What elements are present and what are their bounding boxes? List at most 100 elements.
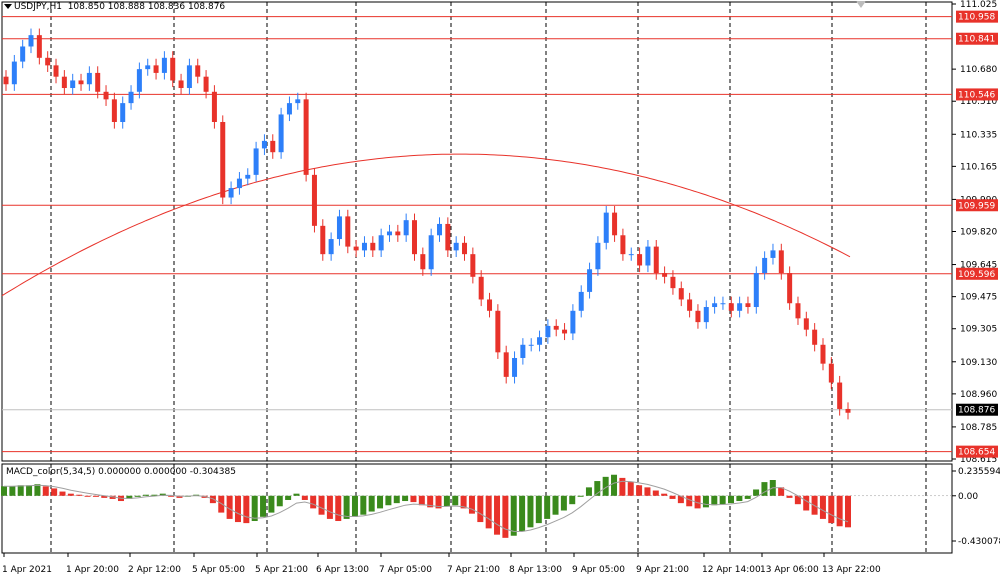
macd-histogram-bar <box>519 495 526 532</box>
bearish-candle <box>653 246 659 274</box>
price-tick-label: 110.335 <box>960 130 997 140</box>
bearish-candle <box>78 80 84 85</box>
macd-histogram-bar <box>168 495 175 497</box>
macd-histogram-bar <box>794 495 801 505</box>
macd-histogram-bar <box>677 495 684 504</box>
macd-histogram-bar <box>510 495 517 536</box>
macd-histogram-bar <box>301 495 308 500</box>
moving-average-line <box>1 153 851 297</box>
bullish-candle <box>512 357 518 377</box>
bearish-candle <box>203 76 209 92</box>
macd-histogram-bar <box>686 495 693 507</box>
macd-histogram-bar <box>577 495 584 497</box>
bearish-candle <box>53 65 59 77</box>
bullish-candle <box>528 344 534 346</box>
level-price-tag <box>956 267 998 280</box>
level-price-tag <box>956 32 998 45</box>
bearish-candle <box>662 273 668 277</box>
bearish-candle <box>695 310 701 323</box>
bearish-candle <box>353 246 359 251</box>
macd-histogram-bar <box>485 495 492 529</box>
bullish-candle <box>545 325 551 338</box>
price-tick-label: 109.645 <box>960 261 997 271</box>
macd-histogram-bar <box>293 493 300 496</box>
macd-histogram-bar <box>109 495 116 499</box>
bearish-candle <box>370 242 376 251</box>
bearish-candle <box>612 212 618 236</box>
bearish-candle <box>303 99 309 175</box>
time-axis-label: 7 Apr 21:00 <box>447 565 500 575</box>
price-tick-label: 111.025 <box>960 0 997 10</box>
ohlc-readout: 108.850 108.888 108.836 108.876 <box>67 2 226 12</box>
macd-signal-line <box>4 480 849 533</box>
bullish-candle <box>578 291 584 311</box>
bearish-candle <box>311 174 317 226</box>
chart-title: USDJPY,H1 108.850 108.888 108.836 108.87… <box>4 2 226 12</box>
price-tick-label: 110.680 <box>960 65 997 75</box>
bullish-candle <box>253 148 259 175</box>
menu-triangle-icon[interactable] <box>4 4 12 9</box>
bearish-candle <box>445 223 451 251</box>
macd-histogram-bar <box>736 495 743 502</box>
macd-histogram-bar <box>460 495 467 509</box>
time-axis-label: 13 Apr 22:00 <box>822 565 881 575</box>
bullish-candle <box>245 174 251 179</box>
bearish-candle <box>828 363 834 383</box>
macd-histogram-bar <box>343 495 350 519</box>
bullish-candle <box>236 178 242 189</box>
bearish-candle <box>778 250 784 274</box>
price-tick-label: 109.305 <box>960 325 997 335</box>
bullish-candle <box>770 250 776 258</box>
bullish-candle <box>136 69 142 92</box>
bearish-candle <box>812 329 818 345</box>
time-axis-label: 9 Apr 05:00 <box>572 565 625 575</box>
bullish-candle <box>295 99 301 104</box>
bearish-candle <box>503 352 509 377</box>
bullish-candle <box>378 235 384 251</box>
level-price-tag <box>956 445 998 458</box>
bearish-candle <box>728 303 734 311</box>
bullish-candle <box>386 231 392 236</box>
macd-histogram-bar <box>326 495 333 519</box>
macd-histogram-bar <box>828 495 835 524</box>
macd-histogram-bar <box>42 486 49 496</box>
macd-histogram-bar <box>594 481 601 496</box>
bullish-candle <box>228 188 234 198</box>
level-price-tag <box>956 88 998 101</box>
bullish-candle <box>603 212 609 243</box>
macd-histogram-bar <box>59 491 66 496</box>
macd-histogram-bar <box>560 495 567 511</box>
bullish-candle <box>286 103 292 115</box>
macd-histogram-bar <box>276 495 283 507</box>
macd-histogram-bar <box>836 495 843 527</box>
macd-histogram-bar <box>351 495 358 517</box>
bearish-candle <box>745 303 751 308</box>
macd-histogram-bar <box>34 484 41 496</box>
bullish-candle <box>520 344 526 358</box>
bullish-candle <box>587 269 593 292</box>
macd-tick-label: 0.235594 <box>958 467 1000 477</box>
macd-histogram-bar <box>627 482 634 496</box>
macd-histogram-bar <box>377 495 384 509</box>
macd-histogram-bar <box>393 495 400 504</box>
macd-histogram-bar <box>410 495 417 503</box>
macd-histogram-bar <box>335 495 342 522</box>
bearish-candle <box>153 65 159 73</box>
macd-histogram-bar <box>151 494 158 496</box>
macd-histogram-bar <box>134 495 141 497</box>
macd-histogram-bar <box>728 495 735 504</box>
price-tick-label: 110.510 <box>960 97 997 107</box>
bearish-candle <box>420 254 426 270</box>
macd-histogram-bar <box>803 495 810 511</box>
macd-histogram-bar <box>310 495 317 509</box>
bearish-candle <box>195 65 201 77</box>
macd-histogram-bar <box>101 495 108 498</box>
macd-histogram-bar <box>268 495 275 513</box>
macd-histogram-bar <box>477 495 484 523</box>
macd-histogram-bar <box>585 487 592 496</box>
bearish-candle <box>562 329 568 334</box>
bullish-candle <box>570 310 576 334</box>
chart-shift-icon[interactable] <box>856 1 866 9</box>
macd-histogram-bar <box>67 493 74 496</box>
